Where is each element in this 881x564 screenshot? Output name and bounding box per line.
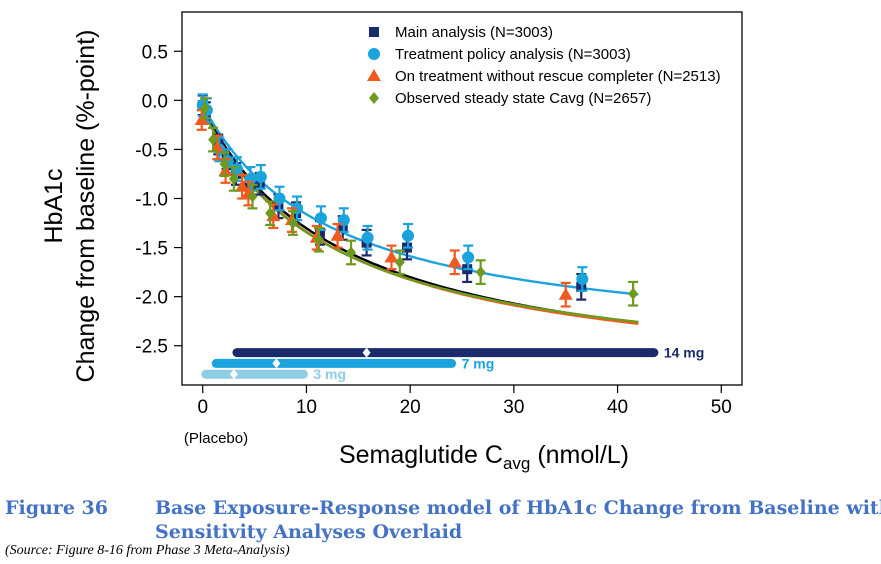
legend-entry-label: Main analysis (N=3003) <box>395 24 553 41</box>
y-tick-label: 0.0 <box>142 91 168 112</box>
marker-triangle <box>330 228 345 241</box>
exposure-median-marker <box>272 358 281 369</box>
y-tick-label: -1.0 <box>135 190 168 211</box>
marker-circle <box>314 212 327 225</box>
x-tick-label: 0 <box>197 397 208 418</box>
y-tick-label: 0.5 <box>142 42 168 63</box>
x-axis-placebo-label: (Placebo) <box>184 430 248 447</box>
marker-triangle <box>384 250 399 263</box>
marker-diamond <box>369 92 379 104</box>
marker-diamond <box>628 287 639 300</box>
marker-square <box>369 27 379 37</box>
data-points <box>194 93 639 308</box>
x-tick-label: 10 <box>296 397 317 418</box>
marker-circle <box>254 170 267 183</box>
marker-diamond <box>313 233 324 246</box>
x-tick-label: 40 <box>607 397 628 418</box>
y-tick-label: -2.0 <box>135 288 168 309</box>
y-tick-label: -1.5 <box>135 239 168 260</box>
y-axis-label-line2: Change from baseline (%-point) <box>72 30 100 383</box>
marker-triangle <box>367 69 381 81</box>
axis-ticks: 0 10 20 30 40 50 0.5 0.0 -0.5 -1.0 -1.5 -2.0 -2.5 <box>135 42 732 418</box>
marker-diamond <box>346 246 357 259</box>
legend-entry-label: On treatment without rescue completer (N… <box>395 68 721 85</box>
marker-diamond <box>199 102 210 115</box>
exposure-median-marker <box>229 369 238 380</box>
y-axis-label-line1: HbA1c <box>40 168 68 243</box>
exposure-bar-label: 7 mg <box>462 355 495 371</box>
marker-diamond <box>228 172 239 185</box>
marker-circle <box>273 192 286 205</box>
marker-diamond <box>247 190 258 203</box>
y-tick-label: -0.5 <box>135 140 168 161</box>
marker-triangle <box>447 255 462 268</box>
legend-entry-label: Observed steady state Cavg (N=2657) <box>395 90 651 107</box>
marker-diamond <box>208 133 219 146</box>
legend-entry-label: Treatment policy analysis (N=3003) <box>395 46 631 63</box>
x-tick-label: 20 <box>400 397 421 418</box>
series-group <box>199 97 639 307</box>
figure-title-line2: Sensitivity Analyses Overlaid <box>155 521 463 543</box>
exposure-bar-label: 14 mg <box>664 345 704 361</box>
marker-circle <box>361 231 374 244</box>
x-axis-label-subscript: avg <box>503 454 530 473</box>
marker-diamond <box>265 207 276 220</box>
y-tick-label: -2.5 <box>135 337 168 358</box>
marker-circle <box>576 272 589 285</box>
x-tick-label: 50 <box>711 397 732 418</box>
exposure-bars: 14 mg 7 mg 3 mg <box>201 345 704 382</box>
figure-number: Figure 36 <box>5 497 108 519</box>
marker-circle <box>368 48 380 60</box>
model-curve <box>201 109 639 325</box>
exposure-response-chart: 14 mg 7 mg 3 mg 0 10 20 30 40 50 0.5 0.0 -0.5 -1.0 -… <box>40 11 743 473</box>
marker-circle <box>402 229 415 242</box>
marker-circle <box>462 251 475 264</box>
series-group <box>196 93 589 292</box>
marker-diamond <box>475 266 486 279</box>
marker-triangle <box>235 179 250 192</box>
marker-triangle <box>558 287 573 300</box>
legend: Main analysis (N=3003) Treatment policy a… <box>367 24 721 107</box>
x-axis-label: Semaglutide Cavg (nmol/L) <box>339 441 629 473</box>
marker-diamond <box>287 217 298 230</box>
marker-diamond <box>394 256 405 269</box>
x-tick-label: 30 <box>503 397 524 418</box>
exposure-bar-label: 3 mg <box>313 366 346 382</box>
x-axis-label-unit: (nmol/L) <box>530 441 629 469</box>
marker-diamond <box>219 158 230 171</box>
exposure-median-marker <box>362 347 371 358</box>
x-axis-label-main: Semaglutide C <box>339 441 503 469</box>
figure-title-line1: Base Exposure-Response model of HbA1c Ch… <box>155 497 881 519</box>
figure-source: (Source: Figure 8-16 from Phase 3 Meta-A… <box>5 543 290 558</box>
